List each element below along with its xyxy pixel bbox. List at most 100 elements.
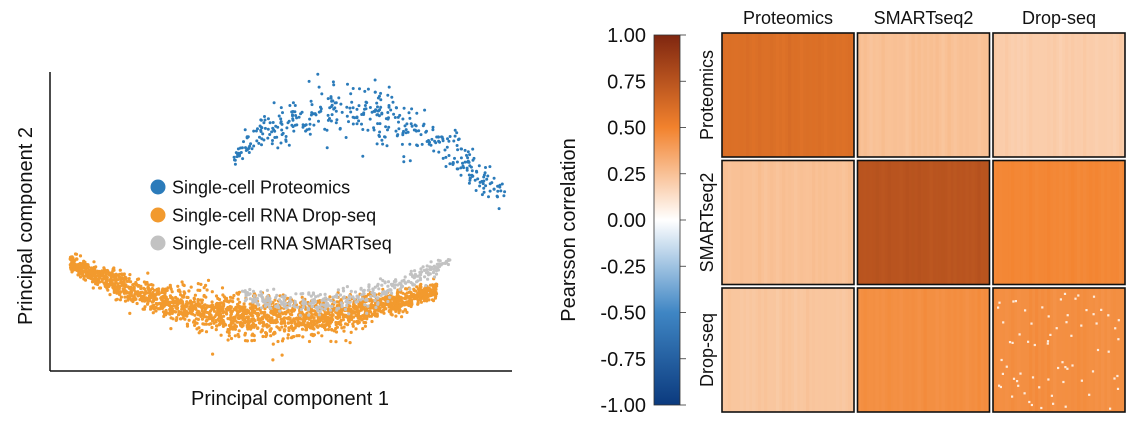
heatmap-outlier bbox=[1063, 292, 1067, 295]
scatter-point bbox=[187, 318, 191, 322]
scatter-point bbox=[284, 139, 288, 143]
scatter-point bbox=[185, 324, 190, 328]
scatter-point bbox=[273, 136, 277, 139]
scatter-point bbox=[447, 258, 451, 262]
heatmap-block-border bbox=[721, 159, 855, 286]
heatmap-texture bbox=[857, 33, 861, 157]
scatter-point bbox=[266, 127, 270, 131]
heatmap-texture bbox=[800, 160, 804, 285]
scatter-point bbox=[206, 278, 211, 282]
scatter-point bbox=[138, 298, 142, 302]
scatter-point bbox=[147, 283, 151, 287]
heatmap-texture bbox=[929, 33, 933, 157]
heatmap-texture bbox=[740, 160, 744, 285]
scatter-point bbox=[161, 299, 165, 303]
scatter-point bbox=[242, 302, 246, 306]
heatmap-texture bbox=[999, 288, 1003, 412]
scatter-point bbox=[71, 268, 75, 272]
scatter-point bbox=[300, 327, 305, 331]
scatter-point bbox=[341, 289, 346, 293]
scatter-point bbox=[405, 291, 409, 295]
legend: Single-cell Proteomics Single-cell RNA Dr… bbox=[150, 178, 392, 254]
scatter-point bbox=[189, 311, 194, 315]
scatter-point bbox=[351, 322, 355, 326]
scatter-point bbox=[187, 289, 191, 293]
scatter-point bbox=[200, 301, 204, 305]
heatmap-texture bbox=[1035, 160, 1039, 285]
scatter-point bbox=[455, 131, 459, 135]
scatter-point bbox=[344, 339, 348, 343]
scatter-point bbox=[310, 298, 314, 302]
scatter-point bbox=[478, 184, 482, 188]
scatter-point bbox=[233, 158, 237, 162]
scatter-point bbox=[236, 297, 240, 301]
scatter-point bbox=[252, 144, 256, 148]
scatter-point bbox=[396, 133, 400, 137]
scatter-point bbox=[112, 282, 116, 286]
scatter-point bbox=[322, 297, 326, 301]
scatter-point bbox=[257, 141, 261, 145]
heatmap-texture bbox=[881, 33, 885, 157]
scatter-point bbox=[452, 139, 456, 143]
scatter-point bbox=[311, 309, 315, 313]
scatter-point bbox=[326, 97, 330, 101]
heatmap-texture bbox=[1023, 160, 1027, 285]
heatmap-texture bbox=[1011, 288, 1015, 412]
scatter-point bbox=[174, 306, 178, 310]
scatter-point bbox=[379, 91, 383, 95]
scatter-point bbox=[268, 302, 272, 306]
scatter-point bbox=[375, 101, 379, 105]
heatmap-outlier bbox=[1041, 306, 1044, 309]
scatter-point bbox=[428, 293, 433, 297]
scatter-point bbox=[455, 160, 459, 164]
scatter-point bbox=[455, 167, 459, 171]
scatter-point bbox=[421, 124, 425, 128]
colorbar-ticks: 1.00 0.75 0.50 0.25 0.00 -0.25 -0.50 -0.75 -1.00 bbox=[600, 25, 686, 417]
scatter-point bbox=[496, 189, 500, 193]
scatter-point bbox=[366, 288, 370, 292]
scatter-point bbox=[380, 138, 384, 142]
scatter-point bbox=[434, 272, 439, 276]
scatter-point bbox=[332, 329, 336, 333]
scatter-point bbox=[143, 287, 147, 291]
heatmap-texture bbox=[1089, 288, 1093, 412]
scatter-point bbox=[334, 295, 338, 299]
scatter-point bbox=[281, 317, 285, 321]
scatter-point bbox=[438, 259, 442, 263]
scatter-point bbox=[441, 137, 445, 141]
scatter-point bbox=[319, 303, 323, 307]
scatter-point bbox=[307, 127, 311, 131]
scatter-point bbox=[222, 314, 226, 318]
scatter-point bbox=[446, 137, 449, 141]
scatter-point bbox=[475, 170, 479, 174]
scatter-point bbox=[286, 333, 290, 337]
scatter-point bbox=[400, 142, 404, 146]
scatter-point bbox=[179, 293, 183, 297]
pca-scatter-plot: Principal component 1 Principal componen… bbox=[15, 72, 512, 410]
scatter-point bbox=[423, 108, 427, 112]
scatter-point bbox=[92, 260, 96, 264]
scatter-point bbox=[145, 280, 149, 285]
heatmap-texture bbox=[752, 33, 756, 157]
scatter-point bbox=[333, 101, 337, 105]
scatter-point bbox=[419, 267, 423, 271]
heatmap-texture bbox=[869, 160, 873, 285]
scatter-point bbox=[492, 176, 496, 180]
scatter-point bbox=[277, 114, 281, 118]
heatmap-texture bbox=[1059, 288, 1063, 412]
scatter-point bbox=[350, 100, 354, 104]
heatmap-texture bbox=[1041, 33, 1045, 157]
scatter-point bbox=[233, 327, 237, 331]
scatter-point bbox=[338, 293, 343, 297]
scatter-point bbox=[148, 288, 152, 292]
scatter-point bbox=[490, 181, 494, 185]
heatmap-texture bbox=[1071, 288, 1075, 412]
heatmap-texture bbox=[887, 288, 891, 412]
heatmap-texture bbox=[917, 33, 921, 157]
scatter-point bbox=[339, 102, 343, 106]
scatter-point bbox=[431, 125, 435, 129]
heatmap-texture bbox=[764, 160, 768, 285]
scatter-point bbox=[264, 323, 268, 327]
heatmap-outlier bbox=[1024, 309, 1027, 312]
heatmap-texture bbox=[836, 288, 840, 412]
